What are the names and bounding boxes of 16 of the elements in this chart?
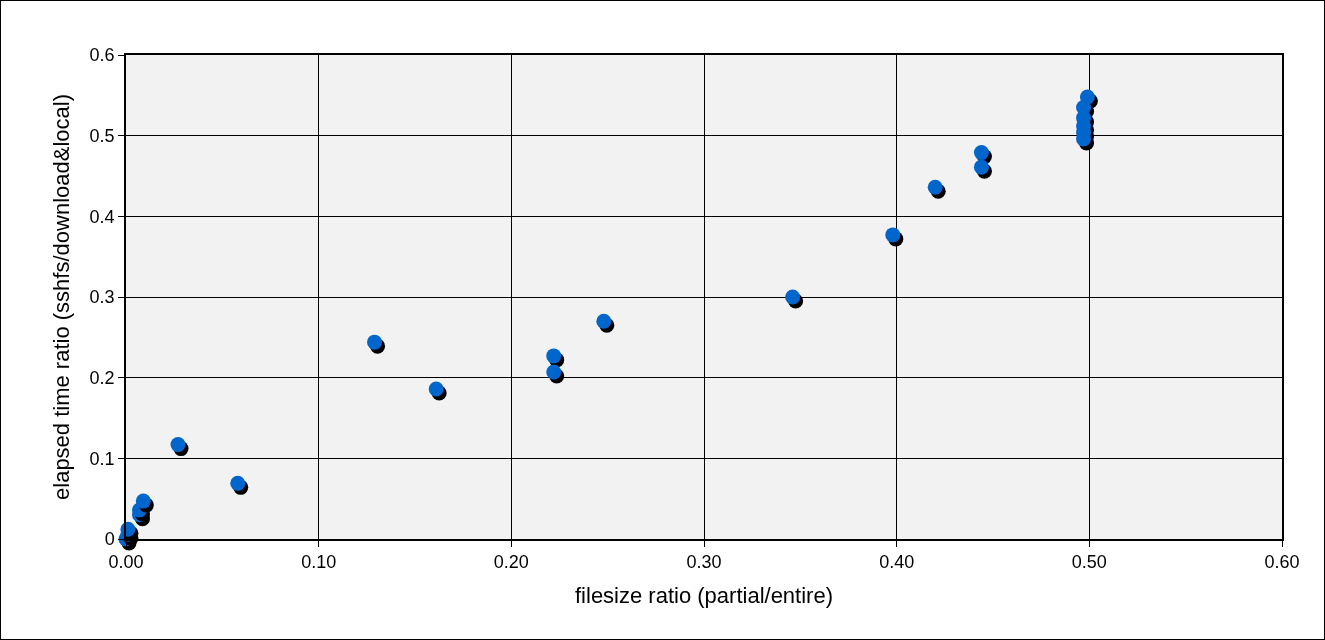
x-tick-label: 0.00 xyxy=(108,552,144,573)
y-tick-label: 0.6 xyxy=(89,45,115,66)
y-tick-label: 0.1 xyxy=(89,448,115,469)
y-tick-label: 0.4 xyxy=(89,206,115,227)
x-tick-label: 0.50 xyxy=(1071,552,1107,573)
x-tick-label: 0.60 xyxy=(1264,552,1300,573)
y-tick-label: 0.3 xyxy=(89,287,115,308)
y-axis-title: elapsed time ratio (sshfs/download&local) xyxy=(48,94,74,500)
x-tick-label: 0.20 xyxy=(493,552,529,573)
x-axis-title: filesize ratio (partial/entire) xyxy=(575,582,833,608)
y-tick-label: 0.2 xyxy=(89,367,115,388)
x-tick-label: 0.40 xyxy=(879,552,915,573)
y-tick-label: 0.5 xyxy=(89,125,115,146)
x-tick-label: 0.30 xyxy=(686,552,722,573)
x-tick-label: 0.10 xyxy=(301,552,337,573)
y-tick-label: 0 xyxy=(104,529,115,550)
